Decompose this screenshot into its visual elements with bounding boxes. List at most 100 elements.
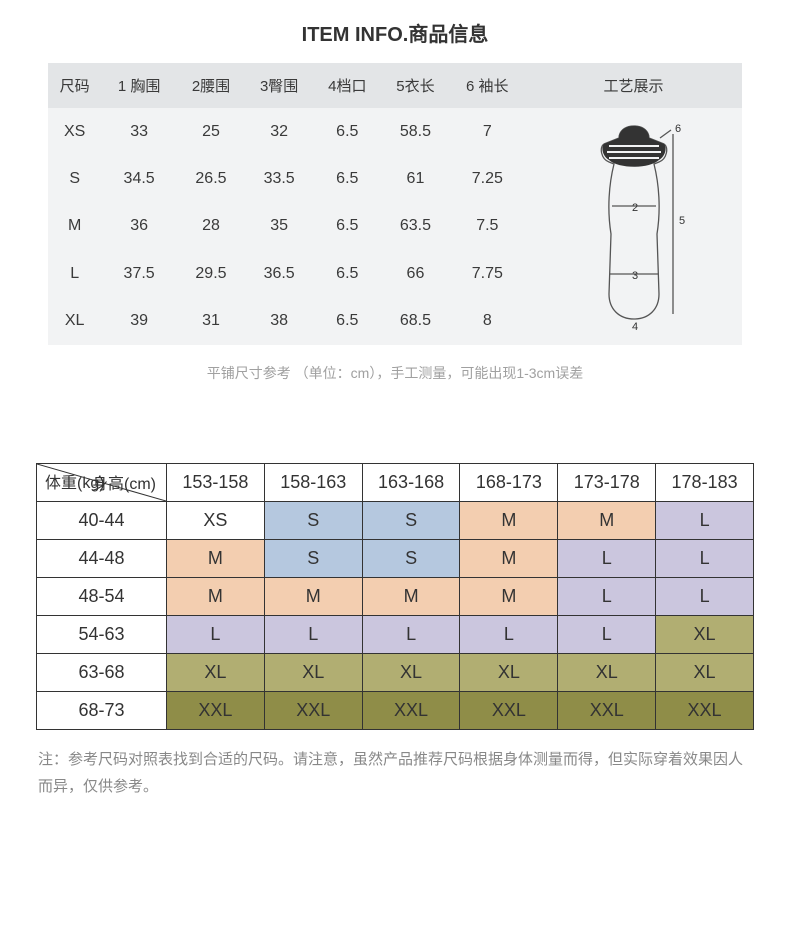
guide-cell: L (362, 616, 460, 654)
size-header: 3臀围 (245, 63, 313, 108)
guide-cell: XL (656, 654, 754, 692)
guide-table: 身高(cm) 体重(kg) 153-158 158-163 163-168 16… (36, 463, 754, 730)
guide-cell: L (167, 616, 265, 654)
size-cell: S (48, 155, 101, 202)
size-row: XS3325326.558.5723456 (48, 108, 742, 155)
guide-cell: S (362, 502, 460, 540)
guide-cell: XL (167, 654, 265, 692)
size-cell: 35 (245, 203, 313, 250)
guide-cell: XXL (167, 692, 265, 730)
guide-cell: L (656, 578, 754, 616)
guide-corner-cell: 身高(cm) 体重(kg) (37, 464, 167, 502)
size-cell: 33.5 (245, 155, 313, 202)
size-cell: 7.25 (450, 155, 526, 202)
size-cell: M (48, 203, 101, 250)
size-header: 4档口 (313, 63, 381, 108)
size-cell: 38 (245, 298, 313, 345)
guide-cell: L (460, 616, 558, 654)
size-cell: 68.5 (381, 298, 449, 345)
guide-cell: XL (656, 616, 754, 654)
guide-cell: S (264, 502, 362, 540)
size-cell: 33 (101, 108, 177, 155)
size-cell: 39 (101, 298, 177, 345)
size-cell: 66 (381, 250, 449, 297)
height-header: 153-158 (167, 464, 265, 502)
svg-text:6: 6 (675, 123, 681, 135)
size-header: 工艺展示 (525, 63, 742, 108)
guide-cell: S (264, 540, 362, 578)
size-cell: L (48, 250, 101, 297)
weight-cell: 68-73 (37, 692, 167, 730)
size-cell: XS (48, 108, 101, 155)
guide-row: 54-63LLLLLXL (37, 616, 754, 654)
guide-header-row: 身高(cm) 体重(kg) 153-158 158-163 163-168 16… (37, 464, 754, 502)
size-cell: 36 (101, 203, 177, 250)
guide-cell: L (656, 502, 754, 540)
guide-cell: M (460, 540, 558, 578)
height-header: 158-163 (264, 464, 362, 502)
guide-cell: L (656, 540, 754, 578)
guide-cell: M (264, 578, 362, 616)
corner-weight-label: 体重(kg) (45, 469, 105, 493)
size-header: 1 胸围 (101, 63, 177, 108)
guide-cell: M (460, 502, 558, 540)
height-header: 173-178 (558, 464, 656, 502)
garment-diagram: 23456 (525, 108, 742, 345)
guide-cell: XXL (264, 692, 362, 730)
size-header: 尺码 (48, 63, 101, 108)
guide-row: 48-54MMMMLL (37, 578, 754, 616)
weight-cell: 63-68 (37, 654, 167, 692)
guide-cell: M (362, 578, 460, 616)
size-cell: 7.75 (450, 250, 526, 297)
guide-table-container: 身高(cm) 体重(kg) 153-158 158-163 163-168 16… (36, 463, 754, 730)
guide-cell: XS (167, 502, 265, 540)
svg-text:5: 5 (679, 215, 685, 227)
size-header: 6 袖长 (450, 63, 526, 108)
weight-cell: 48-54 (37, 578, 167, 616)
size-cell: 58.5 (381, 108, 449, 155)
size-cell: 36.5 (245, 250, 313, 297)
size-cell: 7.5 (450, 203, 526, 250)
guide-cell: XL (558, 654, 656, 692)
guide-cell: L (264, 616, 362, 654)
guide-cell: L (558, 616, 656, 654)
size-cell: 37.5 (101, 250, 177, 297)
guide-cell: M (558, 502, 656, 540)
guide-cell: XL (362, 654, 460, 692)
guide-cell: XXL (460, 692, 558, 730)
size-cell: 6.5 (313, 298, 381, 345)
size-cell: 29.5 (177, 250, 245, 297)
reference-note: 注：参考尺码对照表找到合适的尺码。请注意，虽然产品推荐尺码根据身体测量而得，但实… (0, 730, 790, 830)
weight-cell: 40-44 (37, 502, 167, 540)
guide-row: 68-73XXLXXLXXLXXLXXLXXL (37, 692, 754, 730)
size-header: 2腰围 (177, 63, 245, 108)
guide-cell: L (558, 540, 656, 578)
weight-cell: 44-48 (37, 540, 167, 578)
guide-row: 63-68XLXLXLXLXLXL (37, 654, 754, 692)
size-cell: 6.5 (313, 203, 381, 250)
size-header: 5衣长 (381, 63, 449, 108)
size-table-container: 尺码 1 胸围 2腰围 3臀围 4档口 5衣长 6 袖长 工艺展示 XS3325… (48, 63, 742, 345)
size-header-row: 尺码 1 胸围 2腰围 3臀围 4档口 5衣长 6 袖长 工艺展示 (48, 63, 742, 108)
guide-cell: XXL (656, 692, 754, 730)
measurement-note: 平铺尺寸参考 （单位：cm），手工测量，可能出现1-3cm误差 (0, 345, 790, 463)
size-cell: 63.5 (381, 203, 449, 250)
guide-cell: S (362, 540, 460, 578)
size-cell: 26.5 (177, 155, 245, 202)
guide-row: 40-44XSSSMML (37, 502, 754, 540)
height-header: 178-183 (656, 464, 754, 502)
garment-diagram-icon: 23456 (579, 114, 689, 334)
size-cell: 7 (450, 108, 526, 155)
page-title: ITEM INFO.商品信息 (0, 0, 790, 63)
svg-text:4: 4 (632, 321, 638, 333)
svg-text:3: 3 (632, 270, 638, 282)
guide-cell: M (167, 578, 265, 616)
size-cell: 34.5 (101, 155, 177, 202)
size-table: 尺码 1 胸围 2腰围 3臀围 4档口 5衣长 6 袖长 工艺展示 XS3325… (48, 63, 742, 345)
guide-cell: M (460, 578, 558, 616)
size-cell: 28 (177, 203, 245, 250)
size-cell: 8 (450, 298, 526, 345)
guide-cell: M (167, 540, 265, 578)
guide-cell: XL (264, 654, 362, 692)
size-cell: 61 (381, 155, 449, 202)
